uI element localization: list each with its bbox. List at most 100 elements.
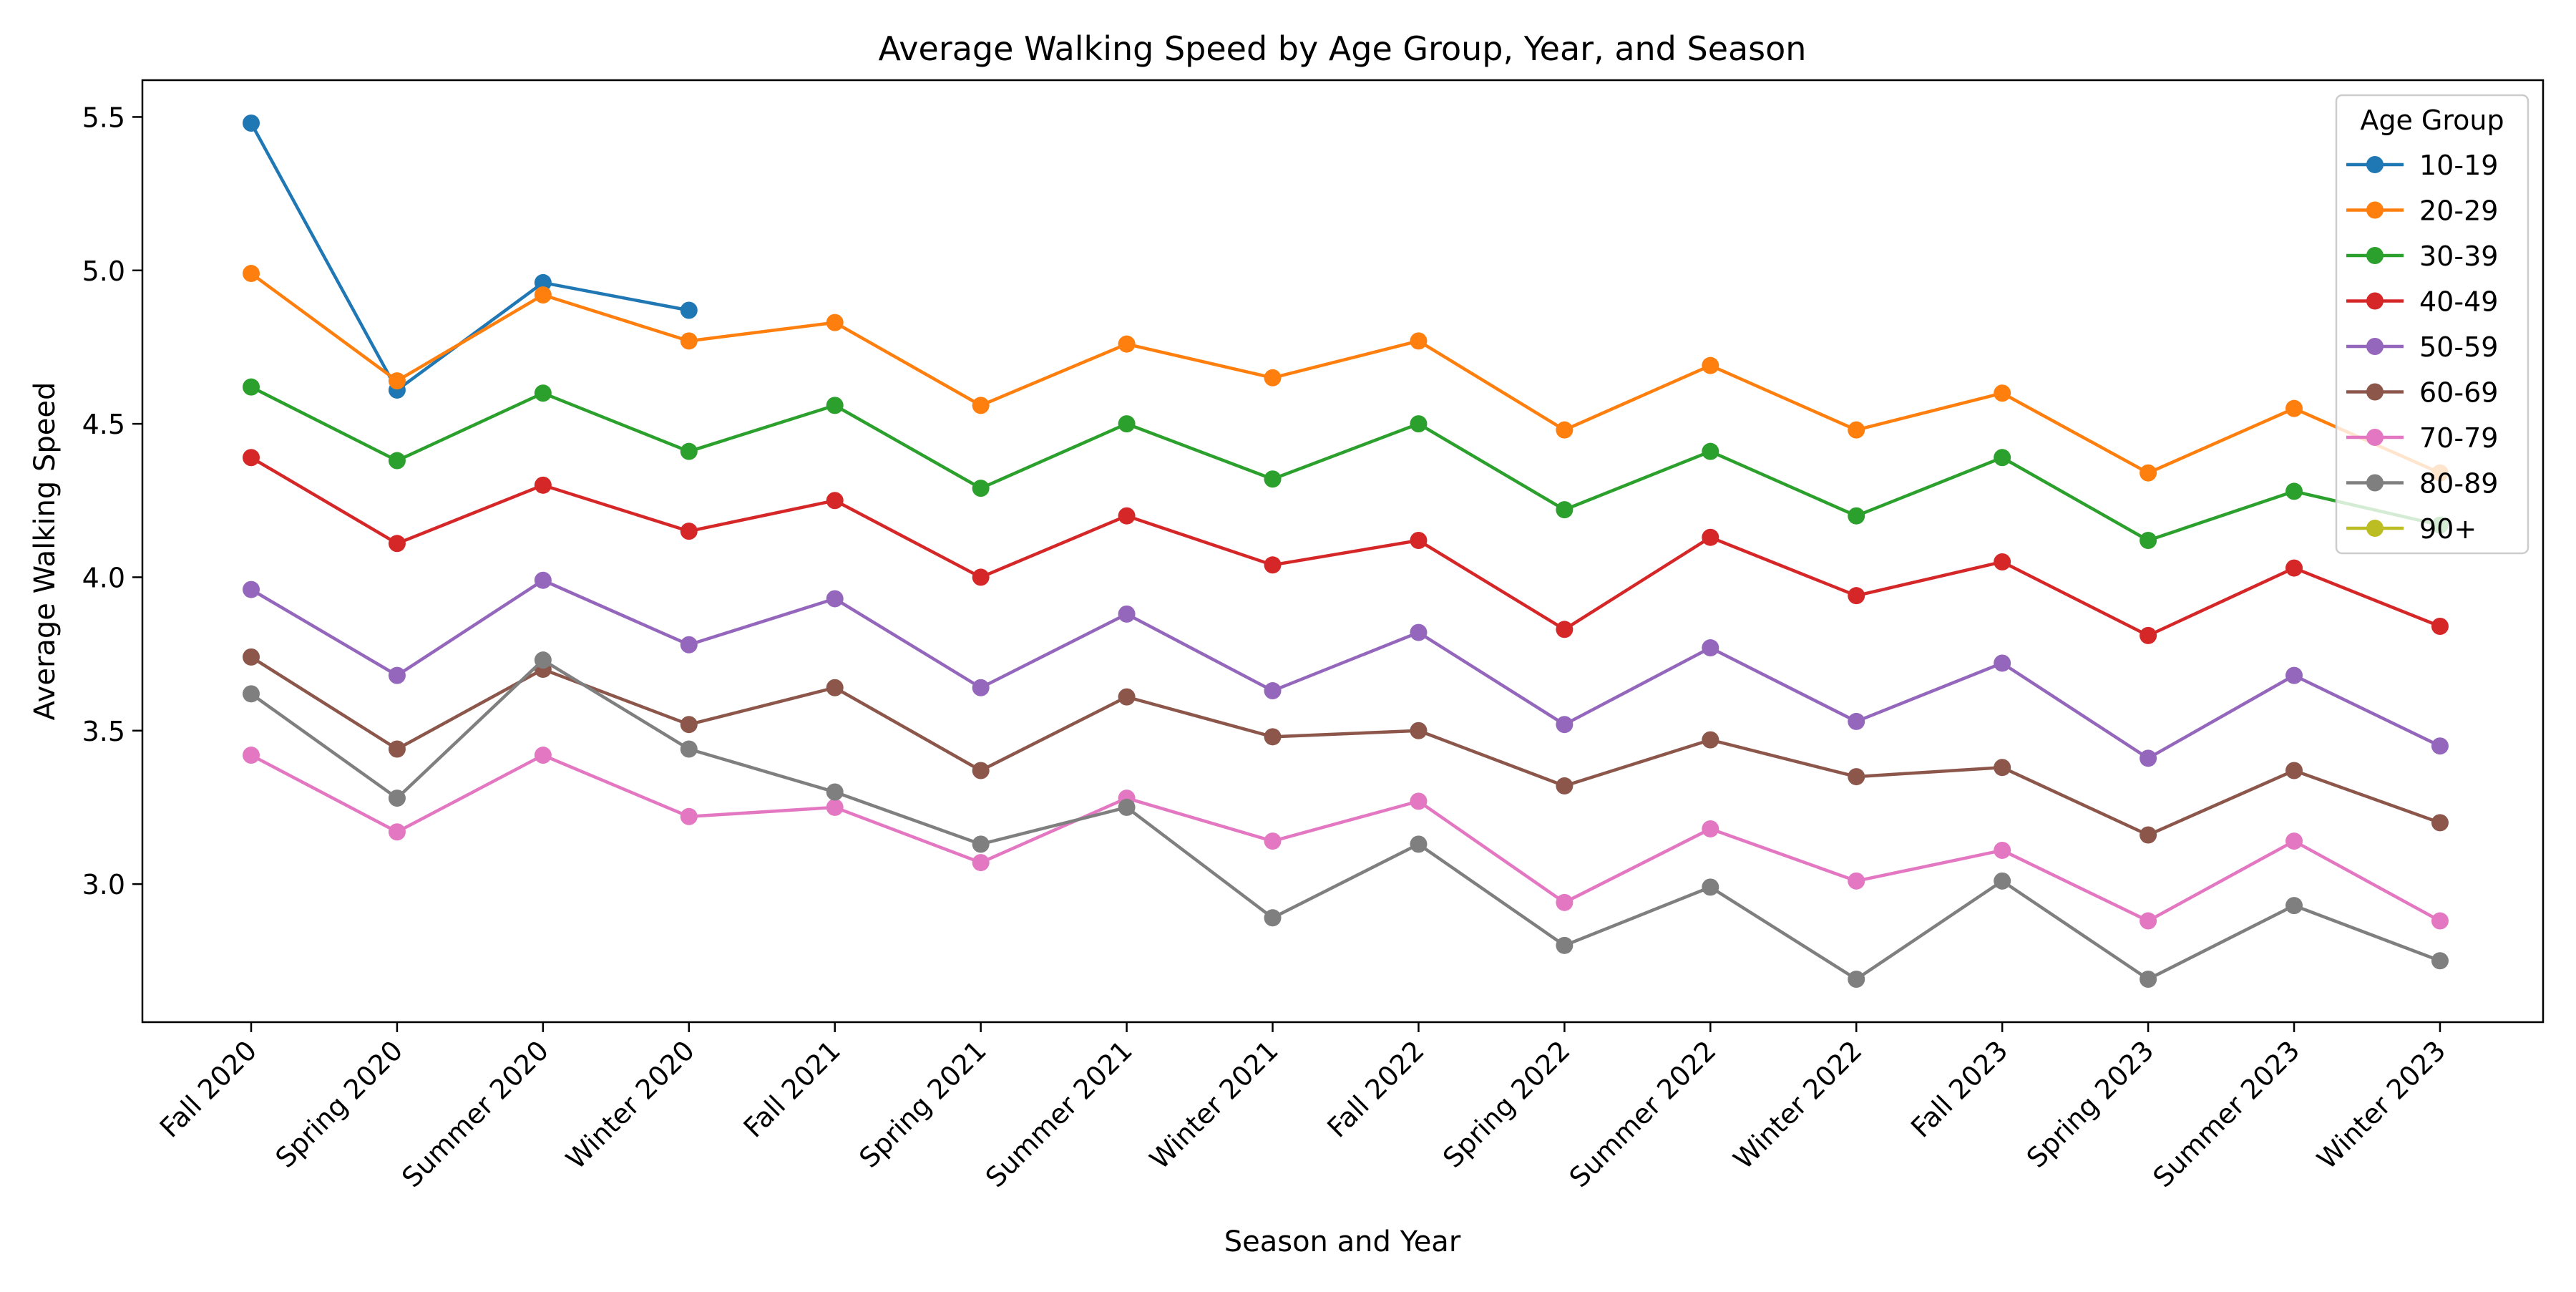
data-point-80-89 [243, 685, 260, 703]
series-70-79 [243, 747, 2449, 930]
legend-item: 30-39 [2346, 241, 2498, 272]
data-point-70-79 [972, 854, 990, 872]
data-point-30-39 [826, 397, 844, 414]
data-point-30-39 [1702, 442, 1719, 460]
data-point-70-79 [534, 747, 552, 764]
data-point-30-39 [2140, 531, 2157, 549]
data-point-30-39 [2285, 482, 2303, 500]
data-point-50-59 [534, 571, 552, 589]
legend-label: 20-29 [2419, 195, 2498, 227]
data-point-50-59 [1556, 716, 1574, 734]
data-point-80-89 [972, 835, 990, 853]
data-point-80-89 [2431, 952, 2449, 970]
data-point-70-79 [1556, 893, 1574, 911]
data-point-50-59 [1994, 654, 2011, 672]
data-point-60-69 [1264, 728, 1282, 746]
data-point-50-59 [972, 679, 990, 696]
data-point-60-69 [2140, 826, 2157, 844]
data-point-20-29 [1702, 356, 1719, 374]
data-point-20-29 [972, 397, 990, 414]
data-point-60-69 [972, 762, 990, 779]
data-point-80-89 [388, 790, 406, 807]
data-point-80-89 [826, 783, 844, 801]
legend-label: 30-39 [2419, 241, 2498, 272]
y-tick-label: 3.5 [82, 716, 125, 747]
data-point-30-39 [1118, 415, 1136, 433]
data-point-40-49 [1702, 528, 1719, 546]
data-point-70-79 [1994, 841, 2011, 859]
data-point-50-59 [680, 636, 698, 654]
y-tick-label: 3.0 [82, 869, 125, 900]
legend-item: 50-59 [2346, 331, 2498, 363]
data-point-60-69 [388, 740, 406, 758]
data-point-70-79 [2431, 912, 2449, 930]
data-point-40-49 [1410, 531, 1428, 549]
data-point-20-29 [388, 372, 406, 390]
data-point-20-29 [1410, 332, 1428, 350]
data-point-50-59 [2285, 666, 2303, 684]
data-point-20-29 [1118, 335, 1136, 353]
data-point-80-89 [680, 740, 698, 758]
legend-title: Age Group [2360, 105, 2504, 136]
data-point-60-69 [2285, 762, 2303, 779]
legend-label: 40-49 [2419, 286, 2498, 318]
data-point-50-59 [2431, 737, 2449, 755]
legend-item: 20-29 [2346, 195, 2498, 227]
data-point-20-29 [2285, 399, 2303, 417]
legend-marker [2366, 383, 2384, 401]
series-line-50-59 [250, 578, 2441, 760]
data-point-30-39 [972, 480, 990, 497]
data-point-30-39 [1264, 470, 1282, 488]
data-point-60-69 [1848, 768, 1865, 786]
data-point-80-89 [1410, 835, 1428, 853]
data-point-50-59 [243, 581, 260, 598]
data-point-20-29 [1556, 421, 1574, 439]
data-point-40-49 [1848, 587, 1865, 605]
legend-label: 80-89 [2419, 468, 2498, 500]
data-point-20-29 [680, 332, 698, 350]
data-point-60-69 [1556, 777, 1574, 795]
legend-item: 60-69 [2346, 377, 2498, 409]
legend-item: 80-89 [2346, 468, 2498, 500]
data-point-80-89 [2140, 970, 2157, 988]
data-point-30-39 [243, 378, 260, 396]
data-point-60-69 [1410, 722, 1428, 739]
data-point-80-89 [1264, 909, 1282, 927]
legend-item: 90+ [2346, 513, 2477, 545]
legend-label: 90+ [2419, 513, 2477, 545]
data-point-40-49 [1264, 556, 1282, 574]
y-tick-label: 4.0 [82, 562, 125, 593]
data-point-60-69 [826, 679, 844, 696]
legend-marker [2366, 338, 2384, 355]
data-point-20-29 [826, 314, 844, 331]
plot-frame [141, 79, 2545, 1024]
legend-marker [2366, 474, 2384, 492]
legend-marker [2366, 292, 2384, 310]
data-point-70-79 [1410, 792, 1428, 810]
data-point-70-79 [680, 807, 698, 825]
data-point-30-39 [680, 442, 698, 460]
data-point-20-29 [243, 265, 260, 283]
data-point-30-39 [388, 452, 406, 470]
data-point-50-59 [1118, 605, 1136, 623]
series-line-40-49 [250, 456, 2441, 638]
y-tick-label: 4.5 [82, 409, 125, 440]
data-point-70-79 [388, 823, 406, 841]
data-point-60-69 [680, 716, 698, 734]
data-point-40-49 [243, 449, 260, 467]
legend-item: 40-49 [2346, 286, 2498, 318]
data-point-30-39 [1556, 501, 1574, 519]
data-point-80-89 [1702, 878, 1719, 896]
legend-marker [2366, 429, 2384, 446]
data-point-70-79 [826, 798, 844, 816]
legend-label: 70-79 [2419, 422, 2498, 454]
series-40-49 [243, 449, 2449, 644]
data-point-60-69 [1994, 759, 2011, 777]
data-point-50-59 [1848, 712, 1865, 730]
data-point-70-79 [1848, 872, 1865, 890]
data-point-60-69 [1702, 731, 1719, 749]
data-point-80-89 [1994, 872, 2011, 890]
data-point-30-39 [1848, 507, 1865, 525]
